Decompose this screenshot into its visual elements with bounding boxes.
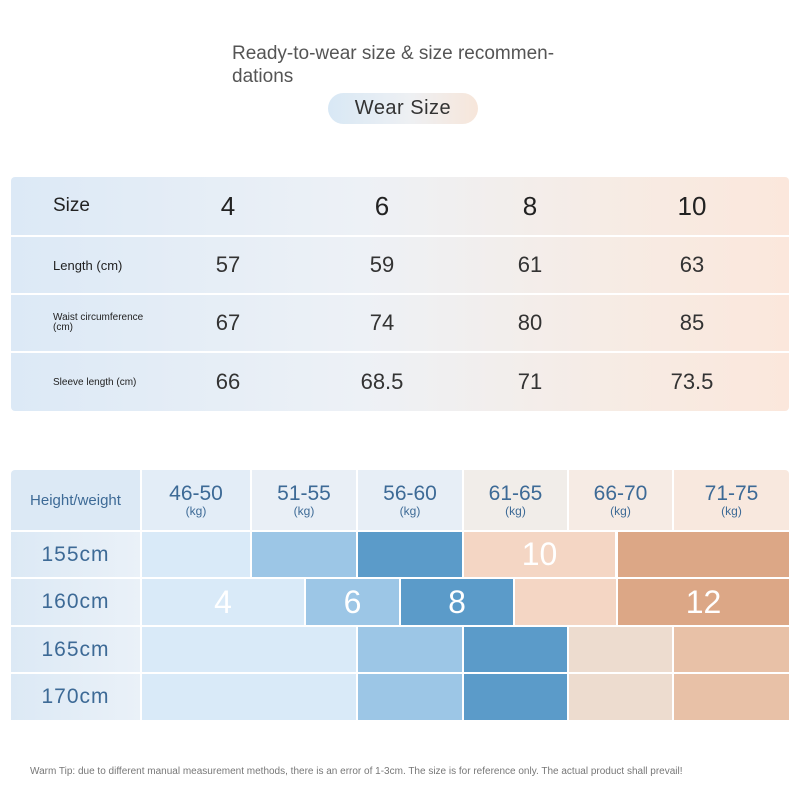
row-divider <box>11 293 789 295</box>
grid-cell <box>569 674 672 720</box>
size-12-label: 12 <box>685 583 722 620</box>
weight-column-header: 56-60 (kg) <box>358 470 462 530</box>
weight-unit: (kg) <box>505 503 526 518</box>
size-10-header: 10 <box>677 190 707 221</box>
page-title: Ready-to-wear size & size recommen- dati… <box>232 43 555 87</box>
size-4-header: 4 <box>220 190 236 221</box>
height-weight-grid: Height/weight 46-50 (kg) 51-55 (kg) 56-6… <box>11 470 789 722</box>
weight-unit: (kg) <box>721 503 742 518</box>
grid-cell <box>464 532 615 577</box>
weight-range: 66-70 <box>593 481 648 505</box>
weight-range: 56-60 <box>383 481 437 505</box>
size-8-header: 8 <box>522 190 538 221</box>
table-cell: 59 <box>369 252 395 277</box>
warm-tip-note: Warm Tip: due to different manual measur… <box>30 766 683 777</box>
table-cell: 63 <box>679 252 705 277</box>
weight-column-header: 61-65 (kg) <box>464 470 567 530</box>
grid-cell <box>618 579 789 625</box>
weight-range: 71-75 <box>704 481 759 505</box>
weight-column-header: 46-50 (kg) <box>142 470 250 530</box>
size-6-header: 6 <box>374 190 390 221</box>
weight-range: 51-55 <box>277 481 331 505</box>
grid-cell <box>464 674 567 720</box>
grid-cell <box>618 532 789 577</box>
grid-cell <box>306 579 399 625</box>
table-cell: 57 <box>215 252 241 277</box>
size-10-label: 10 <box>521 536 558 572</box>
height-label-160: 160cm <box>11 579 140 625</box>
weight-unit: (kg) <box>185 503 207 518</box>
size-header-row: Size 4 6 8 10 <box>11 177 789 235</box>
height-weight-corner-label: Height/weight <box>11 470 140 530</box>
grid-cell <box>358 627 462 672</box>
table-cell: 66 <box>215 369 241 394</box>
size-4-label: 4 <box>214 583 232 620</box>
weight-unit: (kg) <box>293 503 315 518</box>
weight-column-header: 71-75 (kg) <box>674 470 789 530</box>
size-measurement-table: Size 4 6 8 10 Length (cm) 57 59 61 63 Wa… <box>11 177 789 411</box>
sleeve-row: Sleeve length (cm) 66 68.5 71 73.5 <box>11 353 789 411</box>
weight-unit: (kg) <box>399 503 421 518</box>
grid-cell <box>401 579 513 625</box>
table-cell: 71 <box>517 369 543 394</box>
grid-cell <box>252 532 356 577</box>
height-label-155: 155cm <box>11 532 140 577</box>
table-cell: 85 <box>679 310 705 335</box>
waist-row: Waist circumference (cm) 67 74 80 85 <box>11 295 789 351</box>
weight-range: 61-65 <box>488 481 543 505</box>
grid-cell <box>142 532 250 577</box>
grid-cell <box>674 674 789 720</box>
grid-cell <box>142 674 356 720</box>
length-row: Length (cm) 57 59 61 63 <box>11 237 789 293</box>
grid-cell <box>358 674 462 720</box>
table-cell: 67 <box>215 310 241 335</box>
weight-column-header: 66-70 (kg) <box>569 470 672 530</box>
size-header-label: Size <box>53 195 90 216</box>
grid-cell <box>569 627 672 672</box>
height-label-170: 170cm <box>11 674 140 720</box>
length-label: Length (cm) <box>53 257 123 273</box>
grid-cell <box>142 627 356 672</box>
table-cell: 80 <box>517 310 543 335</box>
row-divider <box>11 235 789 237</box>
sleeve-label: Sleeve length (cm) <box>53 376 137 388</box>
table-cell: 73.5 <box>670 369 714 394</box>
weight-range: 46-50 <box>169 481 223 505</box>
size-8-label: 8 <box>448 583 466 620</box>
grid-cell <box>358 532 462 577</box>
weight-unit: (kg) <box>610 503 631 518</box>
weight-column-header: 51-55 (kg) <box>252 470 356 530</box>
table-cell: 68.5 <box>360 369 404 394</box>
grid-cell <box>142 579 304 625</box>
size-6-label: 6 <box>343 583 362 620</box>
table-cell: 74 <box>369 310 395 335</box>
grid-cell <box>515 579 616 625</box>
grid-cell <box>464 627 567 672</box>
height-label-165: 165cm <box>11 627 140 672</box>
grid-cell <box>674 627 789 672</box>
wear-size-badge: Wear Size <box>328 93 478 124</box>
table-cell: 61 <box>517 252 543 277</box>
row-divider <box>11 351 789 353</box>
waist-label: Waist circumference (cm) <box>53 312 144 333</box>
